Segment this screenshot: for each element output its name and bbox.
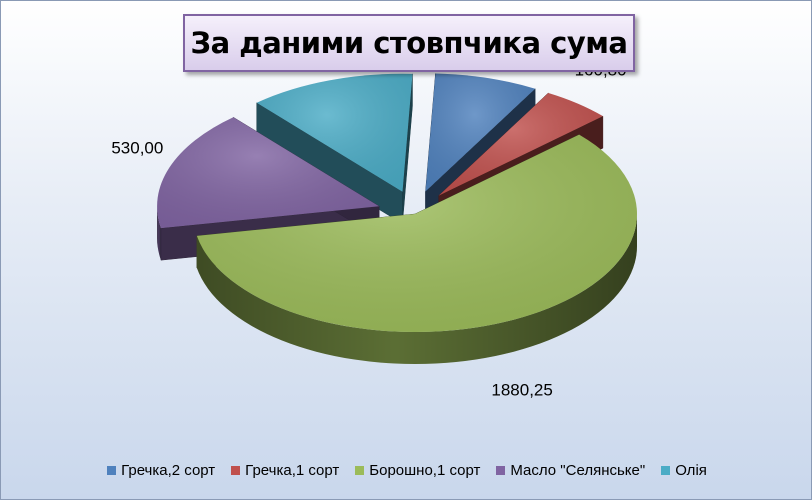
legend-item: Борошно,1 сорт (355, 462, 480, 479)
legend-label: Гречка,1 сорт (245, 461, 340, 479)
legend-swatch (107, 465, 117, 475)
legend-label: Борошно,1 сорт (369, 461, 481, 479)
legend-label: Олія (675, 461, 707, 479)
legend-item: Масло "Селянське" (496, 462, 645, 479)
legend-item: Гречка,2 сорт (107, 462, 215, 479)
legend-swatch (231, 465, 241, 475)
legend-item: Олія (661, 462, 707, 479)
legend-swatch (496, 465, 506, 475)
chart-title: За даними стовпчика сума (190, 26, 629, 60)
legend-swatch (661, 465, 671, 475)
value-label: 1880,25 (491, 381, 552, 400)
legend-item: Гречка,1 сорт (231, 462, 339, 479)
legend-label: Гречка,2 сорт (121, 461, 216, 479)
pie-slice-1 (425, 73, 536, 224)
legend-swatch (355, 465, 365, 475)
pie-slice-5 (256, 73, 413, 225)
chart-title-box: За даними стовпчика сума (183, 14, 635, 72)
chart-legend: Гречка,2 сорт Гречка,1 сорт Борошно,1 сорт… (1, 459, 811, 481)
pie-slice-3 (196, 134, 637, 365)
value-label: 530,00 (111, 139, 163, 158)
legend-label: Масло "Селянське" (510, 461, 646, 479)
